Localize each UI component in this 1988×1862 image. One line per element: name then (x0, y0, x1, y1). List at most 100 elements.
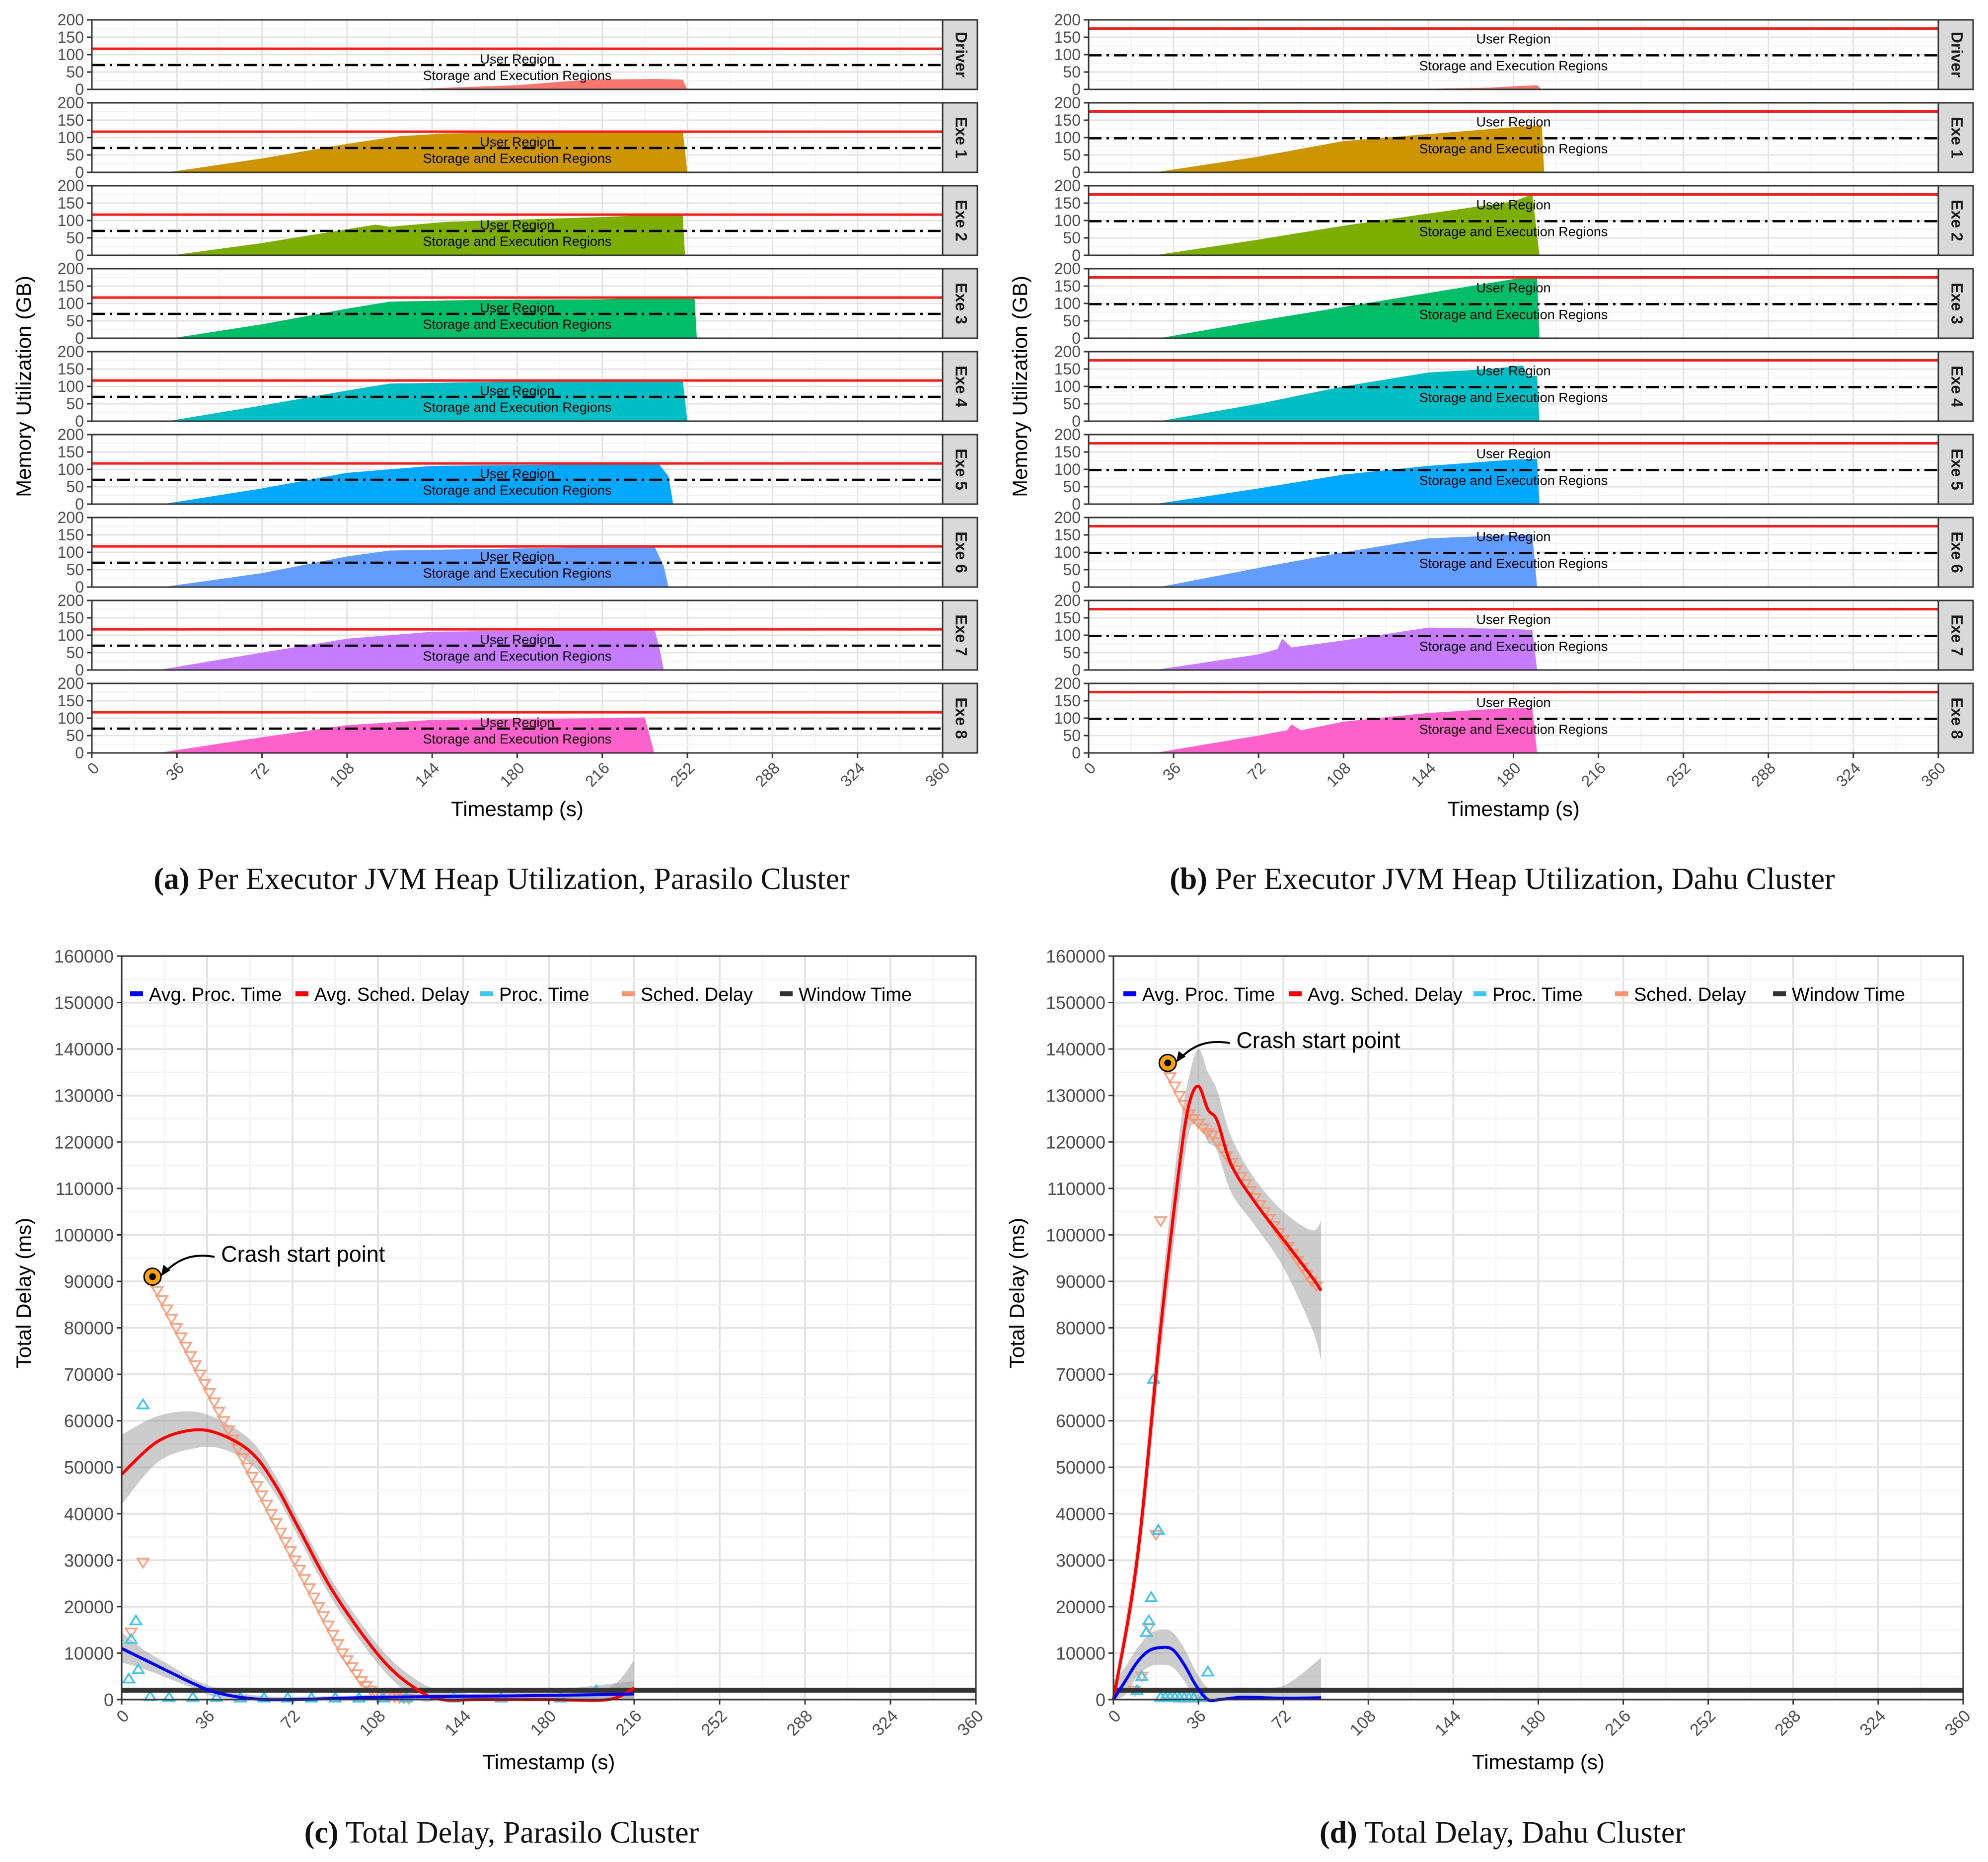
y-tick-label: 50 (66, 146, 84, 164)
facet-label: Exe 8 (1948, 697, 1966, 739)
y-tick-label: 0 (1072, 578, 1081, 596)
y-tick-label: 50 (66, 312, 84, 330)
y-tick-label: 120000 (1046, 1132, 1105, 1152)
y-tick-label: 100 (1054, 212, 1081, 229)
y-tick-label: 100 (58, 543, 84, 561)
heap-area-exe-3 (1159, 277, 1540, 338)
proc-time-point (1200, 1665, 1215, 1677)
storage-region-label: Storage and Execution Regions (1419, 141, 1608, 156)
y-tick-label: 150000 (54, 993, 114, 1013)
legend-label: Proc. Time (499, 984, 589, 1005)
sched-delay-point (217, 1416, 231, 1427)
y-tick-label: 0 (1072, 80, 1081, 98)
sched-delay-point (259, 1499, 274, 1511)
y-tick-label: 150 (1054, 360, 1081, 378)
sched-delay-point (212, 1407, 226, 1418)
y-tick-label: 100 (1054, 377, 1081, 395)
facet-driver: User Region Storage and Execution Regions… (1054, 11, 1974, 98)
chart-delay-dahu: Crash start point Avg. Proc. Time Avg. Sch… (1005, 946, 1975, 1774)
facet-label: Exe 6 (953, 531, 970, 573)
y-axis-title: Total Delay (ms) (12, 1218, 35, 1368)
proc-time-point (162, 1691, 176, 1702)
proc-time-point (131, 1662, 146, 1674)
sched-delay-point (1177, 1100, 1191, 1112)
legend-key (1473, 991, 1486, 996)
heap-area-exe-8 (158, 717, 655, 753)
y-tick-label: 200 (58, 674, 84, 692)
y-tick-label: 0 (1072, 495, 1081, 513)
caption-c: (c) Total Delay, Parasilo Cluster (304, 1816, 699, 1850)
y-tick-label: 0 (1072, 163, 1081, 181)
user-region-label: User Region (1476, 198, 1550, 213)
caption-b: (b) Per Executor JVM Heap Utilization, D… (1170, 862, 1835, 896)
y-tick-label: 0 (75, 661, 84, 679)
facet-label: Exe 4 (953, 366, 970, 407)
y-tick-label: 10000 (1056, 1643, 1105, 1663)
legend-label: Proc. Time (1492, 984, 1583, 1005)
legend-label: Avg. Proc. Time (1142, 984, 1275, 1005)
avg-proc-time-line (1112, 1645, 1322, 1703)
sched-delay-point (1224, 1158, 1239, 1170)
facet-exe-7: User Region Storage and Execution Regions… (58, 592, 978, 679)
y-tick-label: 200 (1054, 426, 1081, 444)
facet-exe-6: User Region Storage and Execution Regions… (58, 509, 978, 596)
y-tick-label: 160000 (1046, 946, 1105, 967)
y-tick-label: 50000 (1056, 1457, 1105, 1478)
y-tick-label: 200 (1054, 11, 1081, 29)
sched-delay-point (1149, 1530, 1163, 1542)
crash-arrow (1178, 1041, 1230, 1060)
facet-exe-4: User Region Storage and Execution Regions… (1054, 343, 1974, 430)
crash-arrow (163, 1255, 215, 1273)
proc-time-point (1142, 1614, 1156, 1626)
facet-exe-6: User Region Storage and Execution Regions… (1054, 509, 1974, 596)
y-tick-label: 50 (1063, 63, 1081, 81)
y-tick-label: 100 (58, 129, 84, 147)
sched-delay-point (1172, 1091, 1187, 1102)
y-tick-label: 200 (1054, 94, 1081, 112)
y-tick-label: 50 (1063, 644, 1081, 662)
facet-strip (1937, 599, 1974, 671)
legend-label: Window Time (1792, 984, 1905, 1005)
crash-annotation-label: Crash start point (1236, 1028, 1400, 1053)
y-tick-label: 200 (1054, 674, 1081, 692)
y-tick-label: 150 (1054, 277, 1081, 295)
facet-label: Exe 8 (953, 697, 970, 739)
sched-delay-point (316, 1611, 331, 1623)
y-tick-label: 0 (104, 1690, 114, 1710)
crash-arrow-head (1176, 1051, 1186, 1063)
sched-delay-point (235, 1453, 250, 1465)
heap-area-exe-3 (172, 297, 697, 338)
sched-delay-point (345, 1662, 359, 1674)
y-tick-label: 50 (1063, 312, 1081, 330)
y-tick-label: 40000 (1056, 1504, 1105, 1524)
facet-label: Exe 5 (953, 448, 970, 490)
y-tick-label: 20000 (1056, 1597, 1105, 1617)
y-tick-label: 100 (58, 295, 84, 312)
facet-strip (1937, 268, 1974, 339)
facet-label: Exe 4 (1948, 366, 1966, 407)
legend-label: Sched. Delay (1634, 984, 1746, 1005)
y-tick-label: 100 (58, 460, 84, 478)
sched-delay-point (245, 1472, 259, 1484)
facet-label: Exe 2 (953, 200, 970, 241)
sched-delay-point (136, 1558, 150, 1569)
sched-delay-point (254, 1490, 269, 1502)
y-tick-label: 110000 (1047, 1179, 1105, 1199)
sched-delay-point (202, 1388, 217, 1400)
crash-start-marker-dot (149, 1273, 156, 1280)
proc-time-point (136, 1398, 150, 1410)
user-region-label: User Region (480, 300, 554, 315)
y-tick-label: 120000 (54, 1132, 114, 1152)
proc-time-point (129, 1614, 143, 1626)
user-region-label: User Region (480, 52, 554, 67)
sched-delay-point (1168, 1081, 1182, 1093)
heap-area-driver (1395, 85, 1542, 89)
user-region-label: User Region (1476, 364, 1550, 378)
storage-region-label: Storage and Execution Regions (1419, 473, 1608, 488)
y-tick-label: 200 (58, 94, 84, 112)
sched-delay-point (283, 1546, 297, 1558)
y-tick-label: 100 (1054, 295, 1081, 312)
sched-delay-point (207, 1397, 221, 1409)
heap-area-driver (399, 79, 688, 89)
